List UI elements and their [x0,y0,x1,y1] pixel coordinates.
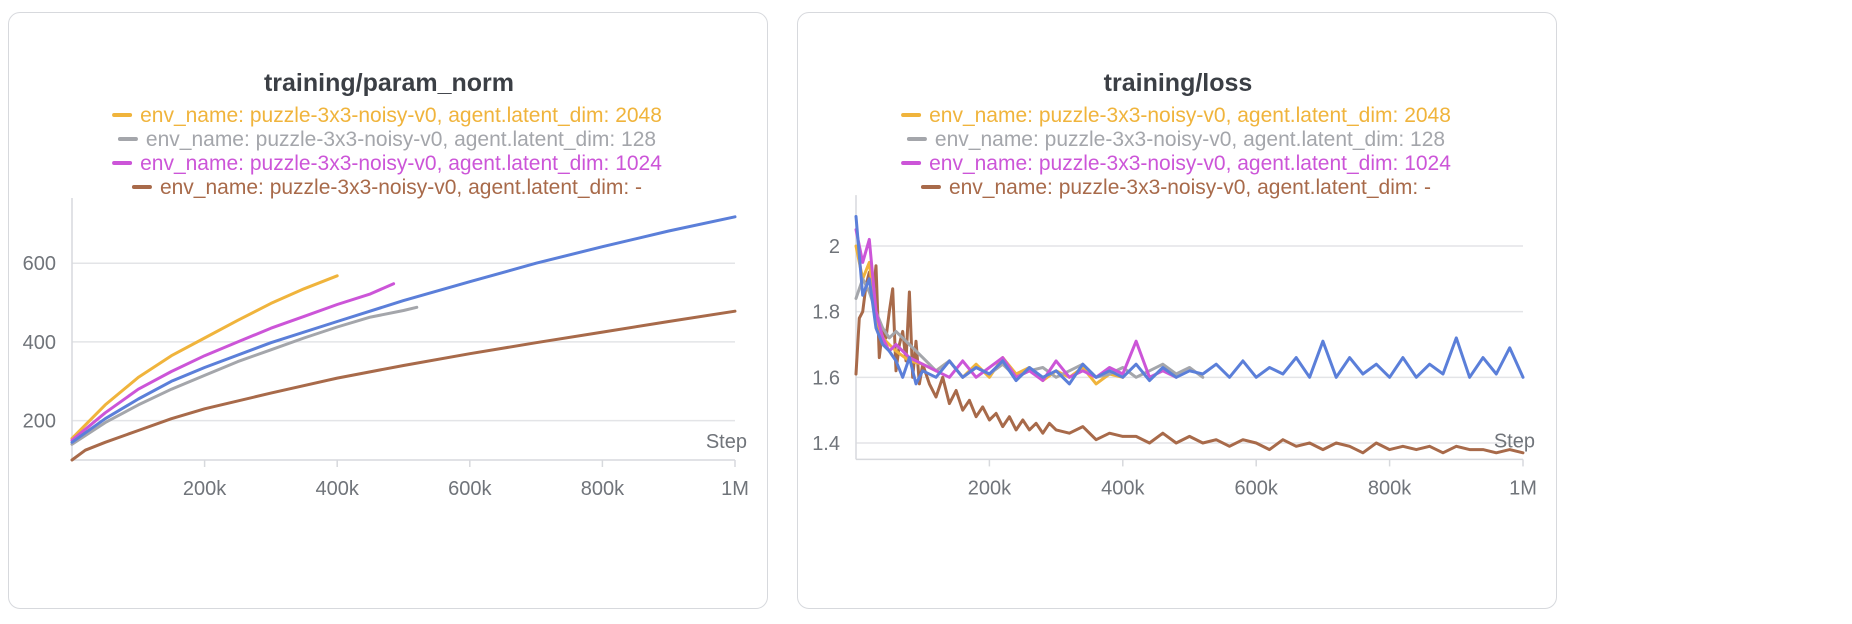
y-tick-label: 200 [23,411,56,433]
legend-item[interactable]: env_name: puzzle-3x3-noisy-v0, agent.lat… [112,104,662,127]
legend-label: env_name: puzzle-3x3-noisy-v0, agent.lat… [929,104,1451,127]
x-tick-label: 400k [316,478,360,500]
chart-panel-param-norm: training/param_norm env_name: puzzle-3x3-… [8,12,768,609]
chart-title: training/loss [1104,69,1253,97]
x-tick-label: 200k [183,478,227,500]
legend-label: env_name: puzzle-3x3-noisy-v0, agent.lat… [146,128,656,151]
legend-label: env_name: puzzle-3x3-noisy-v0, agent.lat… [140,104,662,127]
y-tick-label: 1.4 [812,433,840,455]
loss-chart: training/loss env_name: puzzle-3x3-noisy-… [812,69,1537,499]
series-line[interactable] [70,282,396,442]
x-tick-label: 600k [448,478,492,500]
legend-label: env_name: puzzle-3x3-noisy-v0, agent.lat… [949,176,1431,199]
series-line[interactable] [70,305,419,446]
x-axis-label: Step [1494,430,1535,452]
x-axis-label: Step [706,431,747,453]
series-line[interactable] [70,215,737,444]
y-tick-label: 1.8 [812,302,840,324]
legend-item[interactable]: env_name: puzzle-3x3-noisy-v0, agent.lat… [906,128,1445,151]
legend-item[interactable]: env_name: puzzle-3x3-noisy-v0, agent.lat… [131,176,642,199]
x-tick-label: 800k [581,478,625,500]
series-line[interactable] [854,215,1525,386]
series-line[interactable] [854,264,1525,455]
series-line[interactable] [70,309,737,462]
series-line[interactable] [854,228,1178,383]
chart-title: training/param_norm [264,69,514,97]
x-tick-label: 1M [1509,477,1537,499]
x-tick-label: 600k [1235,477,1279,499]
x-tick-label: 800k [1368,477,1412,499]
y-tick-label: 1.6 [812,367,840,389]
series-line[interactable] [70,274,339,440]
x-tick-label: 1M [721,478,749,500]
y-tick-label: 600 [23,253,56,275]
x-tick-label: 400k [1101,477,1145,499]
legend-label: env_name: puzzle-3x3-noisy-v0, agent.lat… [160,176,642,199]
chart-panel-loss: training/loss env_name: puzzle-3x3-noisy-… [797,12,1557,609]
legend-item[interactable]: env_name: puzzle-3x3-noisy-v0, agent.lat… [901,152,1451,175]
legend-label: env_name: puzzle-3x3-noisy-v0, agent.lat… [935,128,1445,151]
y-tick-label: 2 [829,236,840,258]
legend-item[interactable]: env_name: puzzle-3x3-noisy-v0, agent.lat… [117,128,656,151]
legend-item[interactable]: env_name: puzzle-3x3-noisy-v0, agent.lat… [112,152,662,175]
legend-label: env_name: puzzle-3x3-noisy-v0, agent.lat… [929,152,1451,175]
legend-label: env_name: puzzle-3x3-noisy-v0, agent.lat… [140,152,662,175]
y-tick-label: 400 [23,332,56,354]
x-tick-label: 200k [968,477,1012,499]
legend-item[interactable]: env_name: puzzle-3x3-noisy-v0, agent.lat… [901,104,1451,127]
legend-item[interactable]: env_name: puzzle-3x3-noisy-v0, agent.lat… [920,176,1431,199]
param-norm-chart: training/param_norm env_name: puzzle-3x3-… [23,69,749,500]
